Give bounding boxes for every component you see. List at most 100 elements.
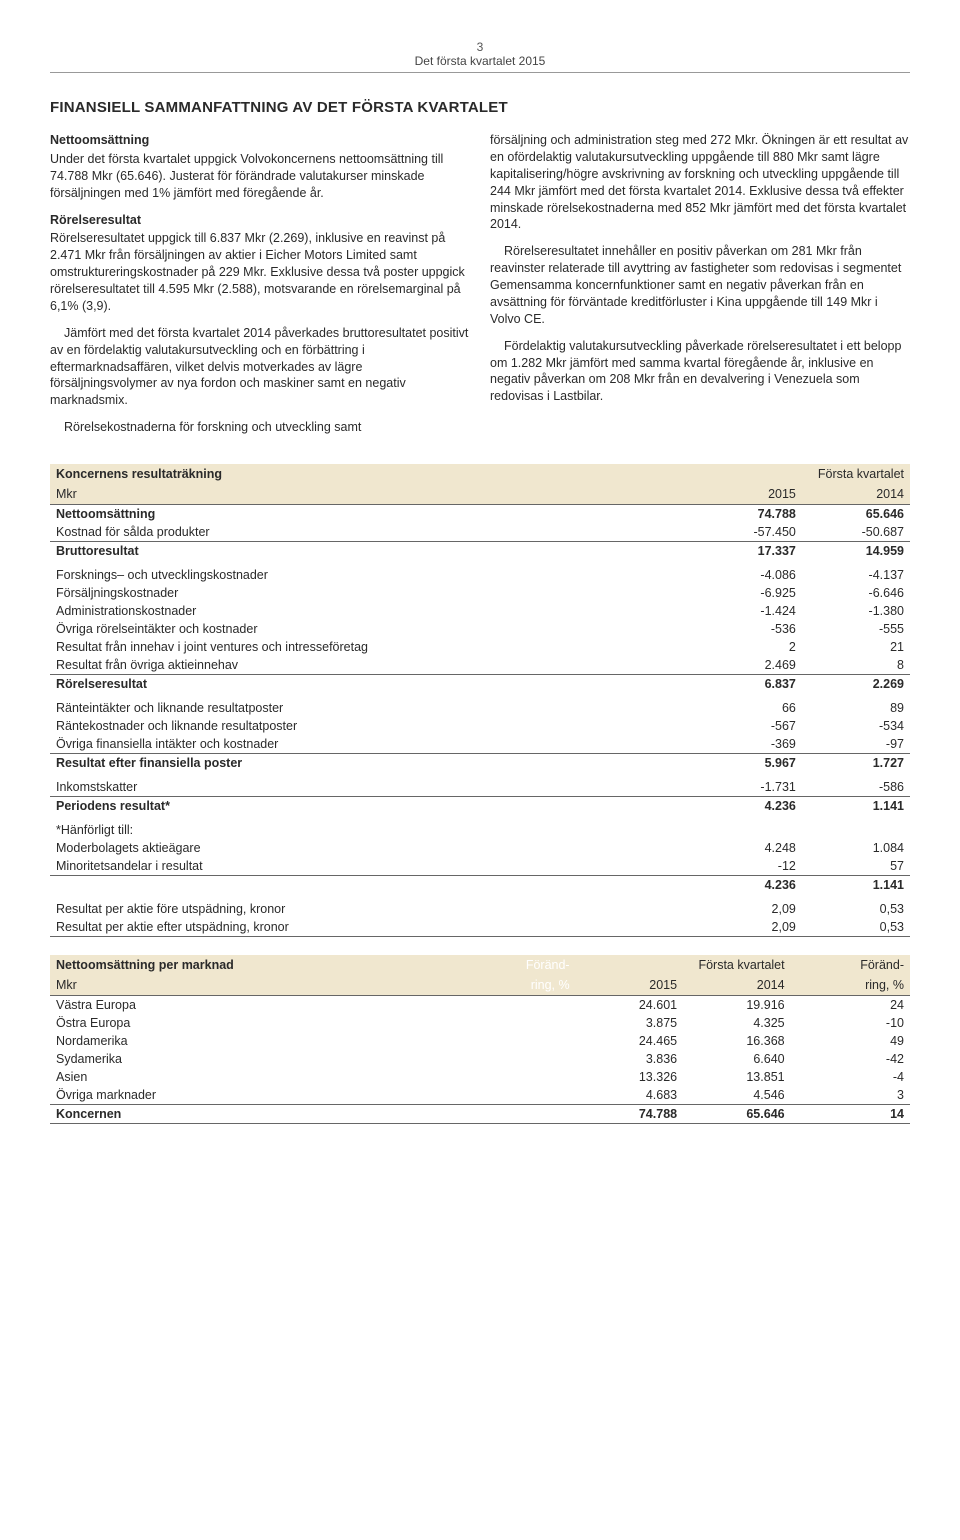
table-row: Inkomstskatter-1.731-586: [50, 772, 910, 797]
row-label: Inkomstskatter: [50, 772, 694, 797]
table-row: Övriga marknader4.6834.5463: [50, 1086, 910, 1105]
t2-h-y2: 2014: [683, 975, 791, 996]
row-value-2015: -12: [694, 857, 802, 876]
row-value-2014: [802, 815, 910, 839]
t2-h-right: Föränd-: [791, 955, 910, 975]
row-label: Bruttoresultat: [50, 542, 694, 561]
row-value-2015: 2,09: [694, 894, 802, 918]
table2-header-row2: Mkr ring, % 2015 2014 ring, %: [50, 975, 910, 996]
row-label: *Hänförligt till:: [50, 815, 694, 839]
row-label: Rörelseresultat: [50, 675, 694, 694]
table-row: Övriga finansiella intäkter och kostnade…: [50, 735, 910, 754]
row-value-2014: 14.959: [802, 542, 910, 561]
row-value-2014: 89: [802, 693, 910, 717]
row-value-2014: -6.646: [802, 584, 910, 602]
row-value-2015: -57.450: [694, 523, 802, 542]
row-label: Resultat per aktie efter utspädning, kro…: [50, 918, 694, 937]
page-subtitle: Det första kvartalet 2015: [50, 54, 910, 68]
table2-header-row1: Nettoomsättning per marknad Föränd- Förs…: [50, 955, 910, 975]
row-label: [50, 876, 694, 895]
row-value-2014: -534: [802, 717, 910, 735]
t2-h-ghost2: ring, %: [456, 975, 575, 996]
row-value-2014: -50.687: [802, 523, 910, 542]
table-row: Nordamerika24.46516.36849: [50, 1032, 910, 1050]
left-p1: Under det första kvartalet uppgick Volvo…: [50, 151, 470, 202]
row-value-2014: -1.380: [802, 602, 910, 620]
right-p1: försäljning och administration steg med …: [490, 132, 910, 233]
row-value-2015: 17.337: [694, 542, 802, 561]
table1-header-row1: Koncernens resultaträkning Första kvarta…: [50, 464, 910, 484]
subhead-nettoomsattning: Nettoomsättning: [50, 132, 470, 149]
table-row: Forsknings– och utvecklingskostnader-4.0…: [50, 560, 910, 584]
row-value-2015: -6.925: [694, 584, 802, 602]
table-row: Koncernen74.78865.64614: [50, 1105, 910, 1124]
table-row: Asien13.32613.851-4: [50, 1068, 910, 1086]
row-value-2015: 24.601: [576, 996, 684, 1015]
table-row: *Hänförligt till:: [50, 815, 910, 839]
row-value-pct: -10: [791, 1014, 910, 1032]
row-value-2014: 0,53: [802, 894, 910, 918]
row-value-2015: 3.875: [576, 1014, 684, 1032]
row-value-2014: 1.141: [802, 876, 910, 895]
row-label: Koncernen: [50, 1105, 456, 1124]
t1-h-y1: 2015: [694, 484, 802, 505]
row-label: Moderbolagets aktieägare: [50, 839, 694, 857]
row-value-2015: -567: [694, 717, 802, 735]
t2-h-left: Nettoomsättning per marknad: [50, 955, 456, 975]
row-value-2015: -1.731: [694, 772, 802, 797]
row-label: Nettoomsättning: [50, 505, 694, 524]
table-row: Resultat från innehav i joint ventures o…: [50, 638, 910, 656]
row-value-2014: 6.640: [683, 1050, 791, 1068]
t1-h-left: Koncernens resultaträkning: [50, 464, 694, 484]
table-row: Resultat per aktie före utspädning, kron…: [50, 894, 910, 918]
t1-h-right: Första kvartalet: [694, 464, 910, 484]
row-value-2015: 4.236: [694, 797, 802, 816]
row-label: Minoritetsandelar i resultat: [50, 857, 694, 876]
row-ghost: [456, 996, 575, 1015]
row-value-2014: 8: [802, 656, 910, 675]
row-label: Försäljningskostnader: [50, 584, 694, 602]
row-label: Resultat per aktie före utspädning, kron…: [50, 894, 694, 918]
sales-by-market-table: Nettoomsättning per marknad Föränd- Förs…: [50, 955, 910, 1124]
table-row: Nettoomsättning74.78865.646: [50, 505, 910, 524]
row-value-2015: 4.236: [694, 876, 802, 895]
row-value-2014: 21: [802, 638, 910, 656]
row-value-2014: 1.141: [802, 797, 910, 816]
row-value-2015: [694, 815, 802, 839]
row-value-2014: 65.646: [802, 505, 910, 524]
table-row: Bruttoresultat17.33714.959: [50, 542, 910, 561]
row-value-2014: -97: [802, 735, 910, 754]
row-ghost: [456, 1014, 575, 1032]
row-value-2014: 4.325: [683, 1014, 791, 1032]
table-row: Administrationskostnader-1.424-1.380: [50, 602, 910, 620]
table-row: Resultat efter finansiella poster5.9671.…: [50, 754, 910, 773]
t2-h-subleft: Mkr: [50, 975, 456, 996]
left-column: Nettoomsättning Under det första kvartal…: [50, 132, 470, 446]
row-label: Östra Europa: [50, 1014, 456, 1032]
row-label: Sydamerika: [50, 1050, 456, 1068]
row-label: Västra Europa: [50, 996, 456, 1015]
row-value-2015: 74.788: [694, 505, 802, 524]
t1-h-subleft: Mkr: [50, 484, 694, 505]
t1-h-y2: 2014: [802, 484, 910, 505]
row-value-2014: -586: [802, 772, 910, 797]
row-value-2015: 2: [694, 638, 802, 656]
row-value-2015: 6.837: [694, 675, 802, 694]
row-label: Resultat från övriga aktieinnehav: [50, 656, 694, 675]
left-p4: Rörelsekostnaderna för forskning och utv…: [50, 419, 470, 436]
row-value-2015: 66: [694, 693, 802, 717]
row-value-2015: -1.424: [694, 602, 802, 620]
row-value-2015: 2,09: [694, 918, 802, 937]
table-row: Ränteintäkter och liknande resultatposte…: [50, 693, 910, 717]
right-p3: Fördelaktig valutakursutveckling påverka…: [490, 338, 910, 406]
page-number: 3: [50, 40, 910, 54]
row-ghost: [456, 1032, 575, 1050]
row-value-2015: 4.683: [576, 1086, 684, 1105]
subhead-rorelseresultat: Rörelseresultat: [50, 212, 470, 229]
row-value-pct: 24: [791, 996, 910, 1015]
row-value-2014: 57: [802, 857, 910, 876]
row-value-2014: 0,53: [802, 918, 910, 937]
row-value-2014: 19.916: [683, 996, 791, 1015]
row-value-2014: 2.269: [802, 675, 910, 694]
row-value-2015: 24.465: [576, 1032, 684, 1050]
